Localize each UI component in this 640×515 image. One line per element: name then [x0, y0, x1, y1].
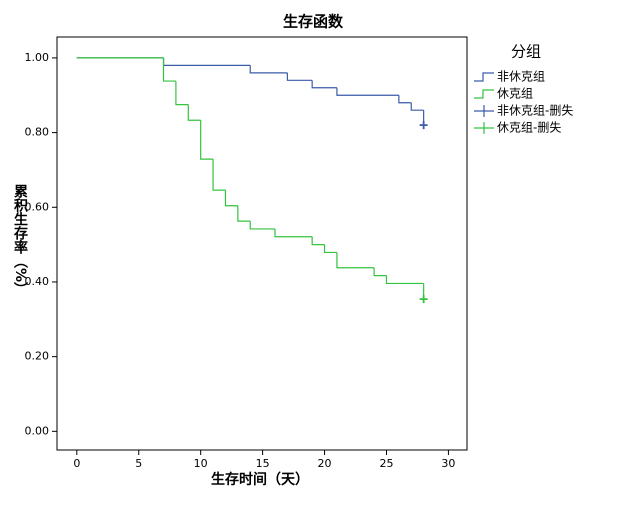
- y-tick-label: 0.80: [25, 126, 50, 139]
- x-tick-label: 10: [194, 457, 208, 470]
- survival-step: [200, 120, 214, 160]
- legend-label: 休克组-删失: [497, 120, 561, 135]
- y-tick-label: 0.60: [25, 200, 50, 213]
- x-tick-label: 5: [135, 457, 142, 470]
- survival-step: [373, 267, 387, 277]
- legend-label: 休克组: [497, 87, 533, 101]
- y-tick-label: 0.40: [25, 275, 50, 288]
- legend-title: 分组: [511, 43, 541, 61]
- survival-step: [323, 244, 337, 254]
- censor-mark: [419, 121, 428, 130]
- survival-step: [187, 104, 201, 121]
- legend-label: 非休克组-删失: [497, 103, 573, 118]
- x-tick-label: 20: [318, 457, 332, 470]
- survival-step: [224, 190, 238, 207]
- legend-icon: [474, 89, 494, 99]
- survival-step: [336, 252, 375, 269]
- y-tick-label: 0.00: [25, 424, 50, 437]
- legend-icon: [474, 122, 494, 134]
- legend-icon: [474, 72, 494, 82]
- x-tick-label: 15: [256, 457, 270, 470]
- survival-step: [311, 80, 337, 89]
- y-tick-label: 0.20: [25, 350, 50, 363]
- survival-step: [410, 102, 424, 111]
- survival-step: [162, 57, 251, 66]
- survival-step: [249, 65, 288, 74]
- y-axis-label: 累积生存率（%）: [12, 184, 29, 296]
- survival-step: [274, 228, 313, 238]
- survival-step: [237, 205, 251, 222]
- survival-step: [249, 221, 276, 230]
- chart-title: 生存函数: [283, 13, 344, 31]
- survival-step: [398, 95, 412, 104]
- x-tick-label: 30: [441, 457, 455, 470]
- survival-step: [212, 159, 226, 191]
- censor-mark: [419, 295, 428, 304]
- survival-step: [336, 87, 399, 96]
- y-tick-label: 1.00: [25, 51, 50, 64]
- survival-step: [175, 81, 189, 106]
- survival-step: [162, 57, 176, 82]
- x-axis-label: 生存时间（天）: [211, 471, 309, 488]
- plot-frame: [56, 36, 468, 451]
- legend-label: 非休克组: [497, 70, 545, 84]
- survival-step: [311, 236, 325, 246]
- x-tick-label: 25: [379, 457, 393, 470]
- legend-icon: [474, 105, 494, 117]
- survival-step: [385, 275, 424, 285]
- survival-step: [286, 72, 313, 81]
- x-tick-label: 0: [73, 457, 80, 470]
